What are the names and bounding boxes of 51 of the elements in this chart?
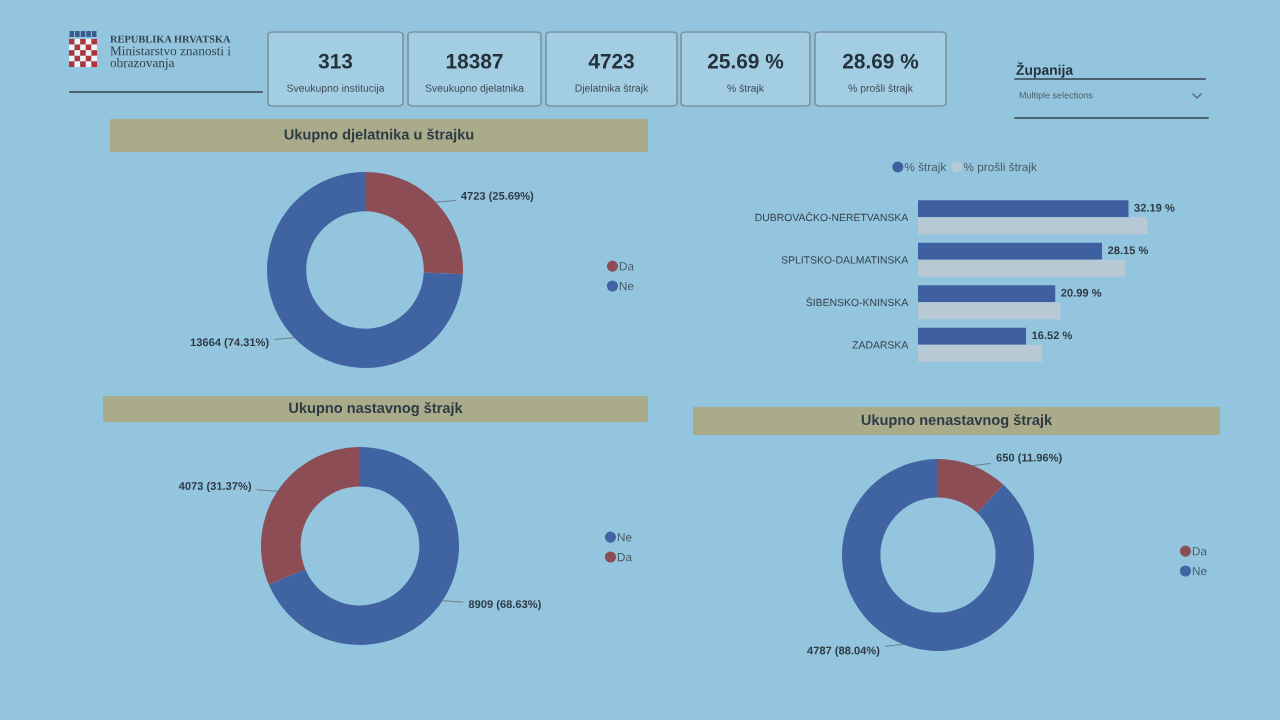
data-label: 650 (11.96%): [996, 453, 1062, 464]
legend-label: Ne: [619, 282, 634, 291]
chart-title: Ukupno djelatnika u štrajku: [284, 128, 474, 143]
data-label: 28.15 %: [1108, 246, 1149, 255]
bar: [918, 217, 1148, 235]
data-label: 13664 (74.31%): [190, 338, 269, 349]
text: Sveukupno institucija: [287, 84, 385, 94]
data-label: 4073 (31.37%): [178, 481, 252, 493]
text: Županija: [1016, 62, 1074, 78]
data-label: 32.19 %: [1134, 203, 1175, 212]
donut-slice: [268, 447, 459, 645]
data-label: 20.99 %: [1061, 288, 1102, 297]
y-tick-label: ZADARSKA: [852, 341, 909, 349]
bar: [918, 327, 1027, 345]
legend-label: Ne: [617, 533, 632, 542]
text: Djelatnika štrajk: [575, 84, 649, 94]
data-label: 4787 (88.04%): [807, 646, 880, 657]
text: % prošli štrajk: [848, 84, 913, 94]
text: Sveukupno djelatnika: [425, 84, 525, 94]
bar: [918, 285, 1056, 303]
chart-title: Ukupno nenastavnog štrajk: [861, 414, 1053, 428]
donut-slice: [261, 447, 360, 585]
text: Ministarstvo znanosti i obrazovanja: [110, 46, 231, 70]
bar: [918, 200, 1129, 218]
bar: [918, 302, 1061, 320]
bar: [918, 344, 1043, 362]
text: Multiple selections: [1019, 91, 1093, 101]
chart-title: Ukupno nastavnog štrajk: [289, 402, 463, 416]
text: REPUBLIKA HRVATSKA: [110, 35, 231, 43]
y-tick-label: ŠIBENSKO-KNINSKA: [806, 296, 909, 307]
legend-label: Da: [617, 553, 633, 562]
bar: [918, 259, 1126, 277]
legend-label: Ne: [1192, 567, 1207, 576]
y-tick-label: SPLITSKO-DALMATINSKA: [781, 256, 909, 264]
data-label: 4723 (25.69%): [461, 191, 534, 202]
text: 28.69 %: [843, 53, 919, 69]
bar: [918, 242, 1103, 260]
text: 4723: [588, 53, 634, 69]
text: % štrajk: [727, 84, 765, 94]
text: 25.69 %: [708, 53, 784, 69]
donut-slice: [267, 172, 463, 368]
text: 313: [318, 53, 353, 69]
legend-label: % prošli štrajk: [963, 162, 1037, 174]
legend-label: % štrajk: [904, 162, 947, 174]
legend-label: Da: [619, 262, 635, 271]
data-label: 8909 (68.63%): [468, 599, 541, 611]
donut-slice: [365, 172, 463, 275]
legend-label: Da: [1192, 547, 1208, 556]
data-label: 16.52 %: [1032, 331, 1073, 340]
text: 18387: [446, 53, 503, 69]
y-tick-label: DUBROVAČKO-NERETVANSKA: [755, 211, 909, 222]
